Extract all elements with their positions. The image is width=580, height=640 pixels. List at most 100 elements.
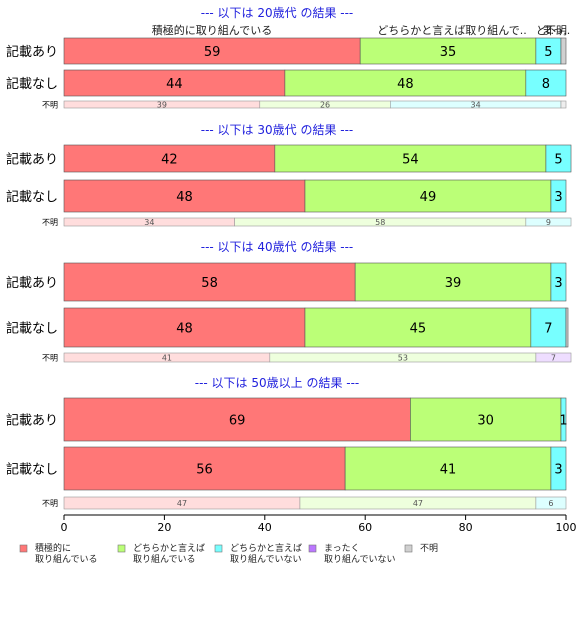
data-label: 39: [445, 276, 462, 291]
group-title: --- 以下は 30歳代 の結果 ---: [201, 123, 354, 137]
bar-segment: [565, 307, 569, 348]
x-tick-label: 0: [61, 521, 68, 534]
data-label: 39: [157, 101, 167, 110]
row-label: 記載あり: [6, 275, 58, 291]
bar-segment: [560, 37, 567, 65]
bar-segment: [550, 262, 567, 302]
group-title: --- 以下は 50歳以上 の結果 ---: [195, 376, 360, 390]
data-label: 7: [544, 322, 552, 337]
legend-label: 積極的に取り組んでいる: [35, 542, 98, 565]
data-label: 7: [551, 354, 556, 363]
top-annotation: 不明: [545, 24, 567, 37]
data-label: 53: [398, 354, 408, 363]
data-label: 44: [166, 77, 183, 92]
row-label: 記載あり: [6, 44, 58, 60]
data-label: 35: [440, 45, 457, 60]
row-label: 記載あり: [6, 152, 58, 168]
row-label: 不明: [42, 499, 58, 508]
data-label: 42: [161, 153, 178, 168]
bar-segment: [304, 179, 552, 213]
bar-segment: [535, 37, 562, 65]
legend-swatch: [19, 544, 28, 553]
data-label: 41: [440, 463, 457, 478]
data-label: 9: [546, 218, 551, 227]
top-annotation: まっ..: [542, 24, 571, 37]
data-label: 5: [544, 45, 552, 60]
bar-segment: [63, 446, 346, 491]
data-label: 8: [542, 77, 550, 92]
bar-segment: [63, 37, 361, 65]
top-annotation: どちらかと言えば取り組んで..: [377, 24, 526, 37]
data-label: 56: [196, 463, 213, 478]
row-label: 記載なし: [6, 462, 58, 478]
bar-segment: [354, 262, 552, 302]
legend-label: まったく取り組んでいない: [324, 543, 396, 565]
bar-segment: [550, 179, 567, 213]
x-tick-label: 20: [157, 521, 171, 534]
bar-segment: [550, 446, 567, 491]
data-label: 69: [229, 414, 246, 429]
data-label: 54: [402, 153, 419, 168]
data-label: 34: [144, 218, 154, 227]
bar-segment: [63, 179, 306, 213]
data-label: 30: [477, 414, 494, 429]
row-label: 記載なし: [6, 76, 58, 92]
legend-label: どちらかと言えば取り組んでいない: [230, 542, 302, 565]
data-label: 3: [554, 190, 562, 205]
bar-segment: [410, 397, 562, 442]
bar-segment: [535, 496, 567, 510]
data-label: 45: [410, 322, 427, 337]
bar-segment: [63, 69, 286, 97]
data-label: 1: [559, 414, 567, 429]
top-annotation: 積極的に取り組んでいる: [152, 23, 272, 37]
data-label: 47: [413, 499, 423, 508]
row-label: 不明: [42, 218, 58, 227]
legend-swatch: [404, 544, 413, 553]
data-label: 58: [375, 218, 385, 227]
bar-segment: [63, 307, 306, 348]
bar-segment: [274, 144, 547, 173]
data-label: 47: [177, 499, 187, 508]
x-tick-label: 100: [556, 521, 577, 534]
bar-segment: [63, 262, 356, 302]
group-title: --- 以下は 20歳代 の結果 ---: [201, 6, 354, 20]
data-label: 41: [162, 354, 172, 363]
data-label: 58: [201, 276, 218, 291]
row-label: 記載あり: [6, 413, 58, 429]
bar-segment: [530, 307, 567, 348]
group-title: --- 以下は 40歳代 の結果 ---: [201, 240, 354, 254]
row-label: 記載なし: [6, 189, 58, 205]
row-label: 不明: [42, 354, 58, 363]
row-label: 不明: [42, 101, 58, 110]
bar-segment: [63, 397, 411, 442]
x-tick-label: 40: [258, 521, 272, 534]
bar-segment: [284, 69, 527, 97]
x-tick-label: 80: [459, 521, 473, 534]
data-label: 48: [176, 190, 193, 205]
row-label: 記載なし: [6, 321, 58, 337]
bar-segment: [535, 352, 572, 363]
bar-segment: [560, 397, 567, 442]
bar-segment: [525, 217, 572, 227]
data-label: 6: [548, 499, 553, 508]
legend-label: どちらかと言えば取り組んでいる: [133, 542, 205, 565]
bar-segment: [560, 100, 567, 109]
top-annotation: ど..: [536, 24, 554, 37]
bar-segment: [545, 144, 572, 173]
x-tick-label: 60: [358, 521, 372, 534]
data-label: 26: [320, 101, 330, 110]
legend-swatch: [308, 544, 317, 553]
bar-segment: [525, 69, 567, 97]
data-label: 48: [176, 322, 193, 337]
legend-label: 不明: [420, 543, 438, 554]
data-label: 34: [471, 101, 481, 110]
data-label: 59: [204, 45, 221, 60]
data-label: 3: [554, 463, 562, 478]
data-label: 48: [397, 77, 414, 92]
data-label: 3: [554, 276, 562, 291]
legend-swatch: [117, 544, 126, 553]
data-label: 5: [554, 153, 562, 168]
legend-swatch: [214, 544, 223, 553]
